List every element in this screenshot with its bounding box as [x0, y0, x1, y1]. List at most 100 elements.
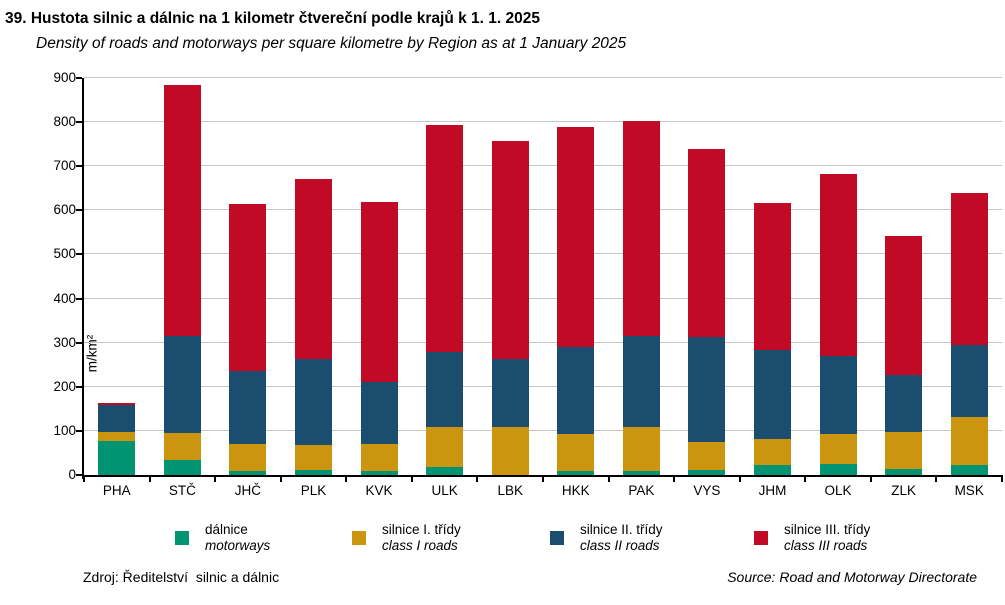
bar-segment-PLK-series1	[295, 469, 332, 475]
y-tick-label-900: 900	[53, 70, 76, 85]
chart-subtitle: Density of roads and motorways per squar…	[36, 35, 627, 52]
legend-label-czech: dálnice	[205, 522, 248, 537]
bar-segment-ULK-series4	[426, 125, 464, 353]
gridline-300	[84, 341, 1002, 343]
bar-segment-KVK-series2	[360, 443, 398, 472]
y-tick-label-0: 0	[68, 467, 76, 482]
y-tick-label-100: 100	[53, 422, 76, 438]
legend-swatch-4	[754, 531, 768, 545]
x-label-STČ: STČ	[168, 483, 196, 498]
bar-ZLK	[885, 78, 923, 475]
y-tick-100	[76, 429, 82, 432]
legend-label-1: dálnice motorways	[205, 522, 270, 554]
y-tick-800	[76, 121, 82, 124]
legend-label-4: silnice III. třídy class III roads	[784, 522, 870, 554]
x-label-MSK: MSK	[954, 483, 984, 498]
bar-segment-STČ-series2	[163, 433, 201, 461]
x-label-VYS: VYS	[693, 483, 721, 498]
gridline-800	[84, 121, 1002, 123]
bar-segment-KVK-series3	[360, 381, 398, 444]
bar-KVK	[360, 78, 398, 475]
bar-STČ	[163, 78, 201, 475]
bar-ULK	[426, 78, 464, 475]
bar-segment-KVK-series1	[360, 471, 398, 475]
x-label-ULK: ULK	[431, 483, 458, 498]
x-tick-9	[673, 475, 676, 482]
bar-segment-STČ-series3	[163, 336, 201, 434]
legend-label-czech: silnice III. třídy	[784, 522, 871, 537]
bar-segment-ZLK-series4	[885, 235, 923, 376]
x-label-PHA: PHA	[102, 483, 131, 498]
legend-label-czech: silnice I. třídy	[382, 522, 461, 537]
bar-segment-PLK-series3	[295, 359, 332, 446]
chart-title: 39. Hustota silnic a dálnic na 1 kilomet…	[5, 10, 540, 27]
y-tick-300	[76, 341, 82, 344]
bar-segment-JHM-series2	[754, 438, 791, 466]
bar-segment-VYS-series2	[688, 442, 726, 470]
bar-segment-PHA-series2	[98, 431, 136, 441]
legend-label-2: silnice I. třídy class I roads	[382, 522, 461, 554]
bar-segment-OLK-series4	[819, 174, 857, 356]
bar-PHA	[98, 78, 136, 475]
x-tick-12	[869, 475, 872, 482]
bar-segment-PLK-series4	[295, 179, 332, 359]
bar-PLK	[295, 78, 332, 475]
legend-swatch-3	[550, 531, 564, 545]
bar-segment-OLK-series2	[819, 434, 857, 464]
bar-VYS	[688, 78, 726, 475]
bar-segment-LBK-series3	[491, 359, 529, 428]
bar-segment-HKK-series4	[557, 126, 595, 348]
bar-segment-HKK-series3	[557, 347, 595, 435]
bar-segment-JHM-series4	[754, 203, 791, 350]
bar-segment-PAK-series1	[622, 470, 660, 475]
bar-segment-JHČ-series4	[229, 203, 267, 372]
y-tick-500	[76, 253, 82, 256]
bar-segment-JHM-series3	[754, 349, 791, 439]
bar-segment-MSK-series4	[950, 192, 988, 346]
bar-segment-MSK-series3	[950, 345, 988, 418]
gridline-900	[84, 77, 1002, 78]
gridline-500	[84, 253, 1002, 255]
x-tick-5	[410, 475, 413, 482]
bar-segment-JHČ-series2	[229, 444, 267, 471]
legend-swatch-2	[352, 531, 366, 545]
x-tick-11	[804, 475, 807, 482]
bar-segment-OLK-series1	[819, 463, 857, 475]
bar-OLK	[819, 78, 857, 475]
legend-item-2: silnice I. třídy class I roads	[352, 522, 461, 554]
x-tick-14	[1001, 475, 1003, 482]
legend-label-3: silnice II. třídy class II roads	[580, 522, 663, 554]
x-tick-2	[214, 475, 217, 482]
legend-item-1: dálnice motorways	[175, 522, 270, 554]
x-label-PLK: PLK	[300, 483, 327, 498]
x-label-JHM: JHM	[758, 483, 787, 498]
bar-segment-PHA-series4	[98, 403, 136, 406]
bar-segment-VYS-series1	[688, 469, 726, 475]
legend-item-3: silnice II. třídy class II roads	[550, 522, 663, 554]
x-tick-7	[542, 475, 544, 482]
y-tick-label-600: 600	[53, 202, 76, 218]
y-tick-700	[76, 165, 82, 168]
y-tick-label-500: 500	[53, 246, 76, 262]
x-label-KVK: KVK	[365, 483, 393, 498]
bar-segment-LBK-series4	[491, 141, 529, 360]
bar-segment-ZLK-series2	[885, 431, 923, 470]
x-tick-3	[279, 475, 282, 482]
bar-segment-VYS-series3	[688, 336, 726, 443]
y-tick-400	[76, 297, 82, 300]
bar-segment-JHČ-series1	[229, 470, 267, 475]
legend-label-english: class III roads	[784, 538, 868, 553]
bar-segment-ULK-series3	[426, 352, 464, 428]
bar-segment-MSK-series2	[950, 417, 988, 465]
bar-segment-PAK-series3	[622, 335, 660, 428]
bar-segment-MSK-series1	[950, 464, 988, 475]
bar-segment-JHM-series1	[754, 465, 791, 475]
bar-segment-ULK-series2	[426, 427, 464, 468]
x-label-LBK: LBK	[497, 483, 523, 498]
bar-HKK	[557, 78, 595, 475]
y-tick-900	[76, 77, 82, 79]
bar-segment-LBK-series2	[491, 427, 529, 475]
bar-segment-PHA-series3	[98, 405, 136, 432]
source-note-czech: Zdroj: Ředitelství silnic a dálnic	[83, 569, 280, 585]
legend-label-english: class I roads	[382, 538, 458, 553]
